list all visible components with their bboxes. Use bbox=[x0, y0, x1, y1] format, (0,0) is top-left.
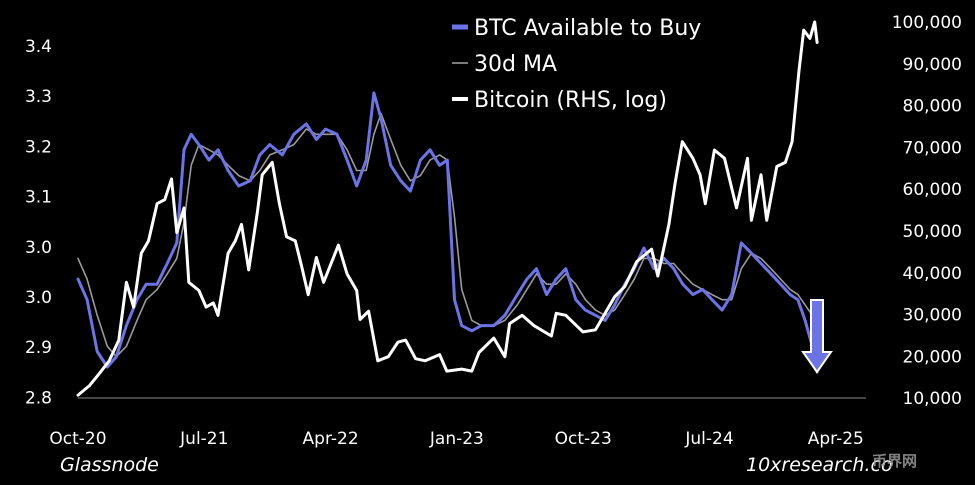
series-layer bbox=[76, 20, 819, 397]
x-tick-label: Jul-21 bbox=[179, 429, 228, 449]
left-axis-ticks: 3.4 3.3 3.2 3.1 3.0 3.0 2.9 2.8 bbox=[25, 37, 52, 408]
watermark: 币界网 bbox=[872, 452, 918, 470]
left-tick-label: 3.0 bbox=[25, 238, 52, 258]
right-tick-label: 40,000 bbox=[903, 264, 962, 284]
legend-entry-label: BTC Available to Buy bbox=[474, 16, 701, 41]
right-axis-ticks: 100,000 90,000 80,000 70,000 60,000 50,000 40,… bbox=[892, 13, 962, 409]
right-tick-label: 50,000 bbox=[903, 222, 962, 242]
x-tick-label: Oct-23 bbox=[555, 429, 612, 449]
x-tick-label: Oct-20 bbox=[49, 429, 106, 449]
left-tick-label: 3.0 bbox=[25, 288, 52, 308]
right-tick-label: 60,000 bbox=[903, 180, 962, 200]
series-line-0 bbox=[76, 91, 819, 374]
x-tick-label: Apr-22 bbox=[303, 429, 359, 449]
right-tick-label: 30,000 bbox=[903, 306, 962, 326]
x-tick-label: Apr-25 bbox=[808, 429, 864, 449]
series-line-1 bbox=[77, 112, 818, 358]
right-tick-label: 10,000 bbox=[903, 389, 962, 409]
credit-label: 10xresearch.co bbox=[746, 454, 893, 476]
left-tick-label: 2.9 bbox=[25, 338, 52, 358]
annotation-layer bbox=[801, 299, 833, 374]
left-tick-label: 3.1 bbox=[25, 188, 52, 208]
left-tick-label: 3.2 bbox=[25, 137, 52, 157]
right-tick-label: 100,000 bbox=[892, 13, 962, 33]
right-tick-label: 70,000 bbox=[903, 138, 962, 158]
x-axis-ticks: Oct-20 Jul-21 Apr-22 Jan-23 Oct-23 Jul-24 Apr-… bbox=[49, 429, 863, 449]
legend-entry-label: Bitcoin (RHS, log) bbox=[474, 88, 667, 113]
right-tick-label: 90,000 bbox=[903, 55, 962, 75]
source-label: Glassnode bbox=[60, 454, 159, 476]
legend-entry-label: 30d MA bbox=[474, 52, 557, 77]
x-tick-label: Jan-23 bbox=[429, 429, 484, 449]
legend: BTC Available to Buy 30d MA Bitcoin (RHS, … bbox=[452, 16, 701, 113]
down-arrow-icon bbox=[801, 299, 833, 374]
left-tick-label: 2.8 bbox=[25, 388, 52, 408]
x-tick-label: Jul-24 bbox=[684, 429, 733, 449]
series-line-2 bbox=[76, 20, 819, 397]
right-tick-label: 80,000 bbox=[903, 97, 962, 117]
left-tick-label: 3.3 bbox=[25, 87, 52, 107]
right-tick-label: 20,000 bbox=[903, 347, 962, 367]
left-tick-label: 3.4 bbox=[25, 37, 52, 57]
